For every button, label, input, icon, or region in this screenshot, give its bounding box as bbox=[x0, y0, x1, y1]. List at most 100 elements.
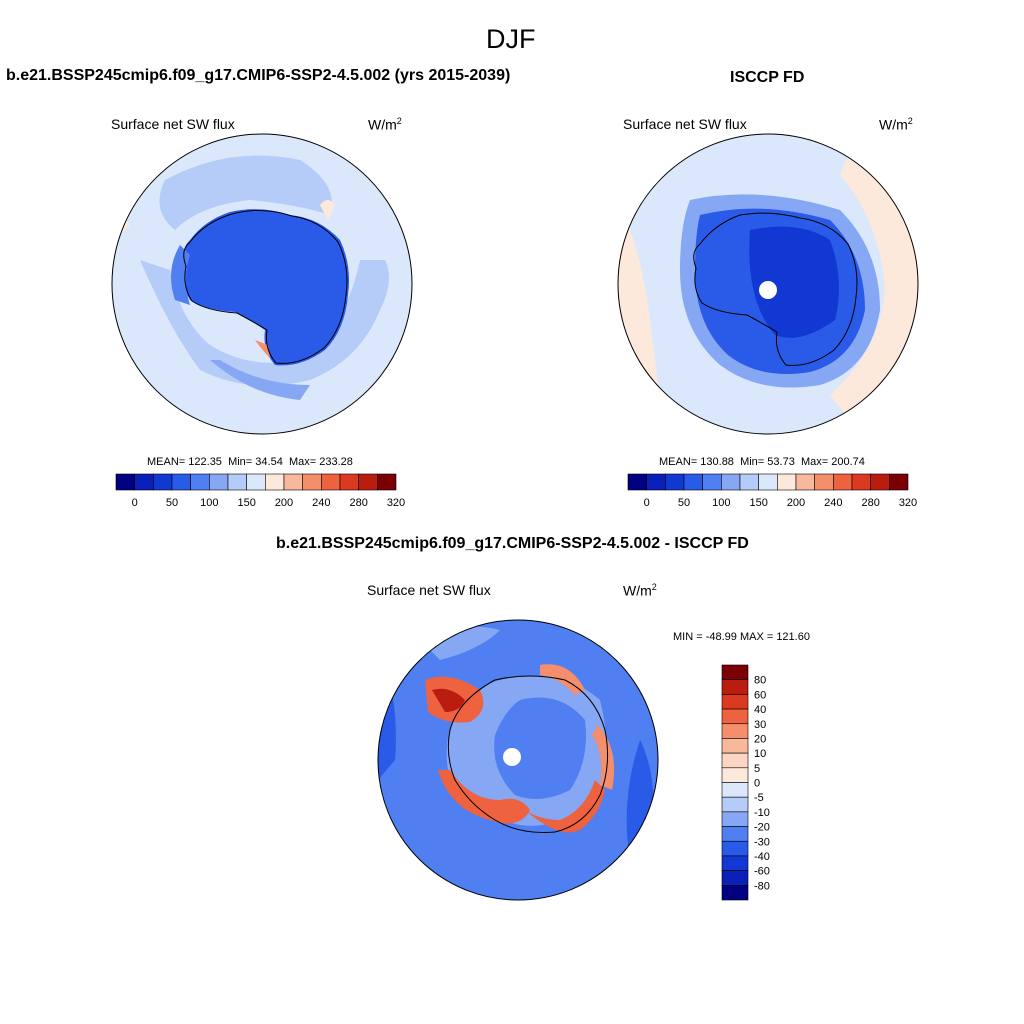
colorbar2-tick-label: 50 bbox=[678, 497, 690, 509]
panel2-mean-value: 130.88 bbox=[700, 456, 734, 468]
colorbar1-tick-label: 320 bbox=[387, 497, 405, 509]
colorbar2-swatch bbox=[646, 473, 666, 491]
colorbar2-tick-label: 240 bbox=[824, 497, 842, 509]
colorbar2-swatch bbox=[665, 473, 685, 491]
colorbar3-tick-label: -20 bbox=[754, 822, 770, 834]
colorbar3-tick-label: 40 bbox=[754, 704, 766, 716]
colorbar3-tick-label: 0 bbox=[754, 778, 760, 790]
colorbar1-swatch bbox=[358, 473, 378, 491]
colorbar1-tick-label: 50 bbox=[166, 497, 178, 509]
map2-boundary bbox=[617, 133, 919, 435]
colorbar1-swatch bbox=[115, 473, 135, 491]
colorbar3-tick-label: -80 bbox=[754, 880, 770, 892]
colorbar3-tick-label: 20 bbox=[754, 733, 766, 745]
colorbar1-swatch bbox=[153, 473, 173, 491]
colorbar2-swatch bbox=[833, 473, 853, 491]
panel2-min-label: Min= bbox=[740, 456, 765, 468]
colorbar-panel3: 80 60 40 30 20 10 5 0 -5 -10 -20 -30 -40 -60 -80 bbox=[721, 664, 770, 901]
panel2-max-label: Max= bbox=[800, 456, 829, 468]
panel1-max-label: Max= bbox=[288, 456, 317, 468]
colorbar3-swatch bbox=[721, 855, 749, 871]
colorbar3-swatch bbox=[721, 870, 749, 886]
panel1-max-value: 233.28 bbox=[319, 456, 353, 468]
colorbar3-tick-label: -60 bbox=[754, 866, 770, 878]
colorbar2-swatch bbox=[889, 473, 909, 491]
colorbar1-swatch bbox=[302, 473, 322, 491]
colorbar3-swatch bbox=[721, 811, 749, 827]
colorbar3-swatch bbox=[721, 885, 749, 901]
panel2-variable: Surface net SW flux bbox=[623, 116, 747, 132]
colorbar1-swatch bbox=[134, 473, 154, 491]
colorbar2-tick-label: 150 bbox=[749, 497, 767, 509]
panel2-units: W/m2 bbox=[879, 116, 913, 133]
map-panel2 bbox=[617, 133, 919, 435]
panel2-min-value: 53.73 bbox=[767, 456, 795, 468]
colorbar3-swatch bbox=[721, 694, 749, 710]
panel1-mean-value: 122.35 bbox=[188, 456, 222, 468]
page-title: DJF bbox=[486, 24, 536, 54]
colorbar1-swatch bbox=[339, 473, 359, 491]
colorbar1-swatch bbox=[171, 473, 191, 491]
panel1-mean-label: MEAN= bbox=[147, 456, 186, 468]
colorbar3-tick-label: 80 bbox=[754, 675, 766, 687]
colorbar3-swatch bbox=[721, 840, 749, 857]
colorbar2-tick-label: 280 bbox=[861, 497, 879, 509]
colorbar3-swatch bbox=[721, 664, 749, 680]
colorbar2-swatch bbox=[758, 473, 778, 491]
panel2-title: ISCCP FD bbox=[730, 69, 805, 86]
panel1-stats: MEAN= 122.35 Min= 34.54 Max= 233.28 bbox=[147, 456, 353, 468]
colorbar1-swatch bbox=[377, 473, 397, 491]
colorbar3-swatch bbox=[721, 796, 749, 813]
colorbar1-tick-label: 240 bbox=[312, 497, 330, 509]
panel1-units: W/m2 bbox=[368, 116, 402, 133]
panel2-max-value: 200.74 bbox=[831, 456, 865, 468]
colorbar3-swatch bbox=[721, 708, 749, 725]
map3-boundary bbox=[377, 619, 659, 901]
colorbar1-swatch bbox=[265, 473, 285, 491]
colorbar1-swatch bbox=[321, 473, 341, 491]
panel1-min-label: Min= bbox=[228, 456, 253, 468]
panel2-units-sup: 2 bbox=[907, 116, 913, 126]
colorbar2-swatch bbox=[721, 473, 741, 491]
colorbar1-swatch bbox=[227, 473, 247, 491]
panel2-mean-label: MEAN= bbox=[659, 456, 698, 468]
panel2-units-base: W/m bbox=[879, 116, 908, 133]
colorbar1-swatch bbox=[246, 473, 266, 491]
colorbar3-tick-label: 5 bbox=[754, 763, 760, 775]
colorbar2-swatch bbox=[739, 473, 759, 491]
colorbar3-swatch bbox=[721, 782, 749, 798]
colorbar2-swatch bbox=[683, 473, 703, 491]
colorbar2-tick-label: 200 bbox=[787, 497, 805, 509]
panel2-stats: MEAN= 130.88 Min= 53.73 Max= 200.74 bbox=[659, 456, 865, 468]
colorbar1-tick-label: 100 bbox=[200, 497, 218, 509]
map1-boundary bbox=[111, 133, 413, 435]
colorbar3-tick-label: 10 bbox=[754, 748, 766, 760]
colorbar3-tick-label: -10 bbox=[754, 807, 770, 819]
colorbar1-swatch bbox=[209, 473, 229, 491]
panel3-units-sup: 2 bbox=[651, 582, 657, 592]
panel1-units-base: W/m bbox=[368, 116, 397, 133]
colorbar1-tick-label: 280 bbox=[349, 497, 367, 509]
colorbar2-swatch bbox=[702, 473, 722, 491]
colorbar3-swatch bbox=[721, 738, 749, 754]
colorbar3-swatch bbox=[721, 723, 749, 739]
colorbar2-swatch bbox=[851, 473, 871, 491]
colorbar2-swatch bbox=[870, 473, 890, 491]
map-panel1 bbox=[111, 133, 413, 435]
colorbar3-swatch bbox=[721, 767, 749, 783]
colorbar2-swatch bbox=[627, 473, 647, 491]
panel1-title: b.e21.BSSP245cmip6.f09_g17.CMIP6-SSP2-4.… bbox=[6, 67, 511, 84]
panel3-units-base: W/m bbox=[623, 582, 652, 599]
colorbar2-swatch bbox=[795, 473, 815, 491]
panel3-units: W/m2 bbox=[623, 582, 657, 599]
colorbar3-swatch bbox=[721, 679, 749, 695]
colorbar3-tick-label: -5 bbox=[754, 792, 764, 804]
colorbar3-tick-label: -30 bbox=[754, 836, 770, 848]
colorbar1-tick-label: 150 bbox=[237, 497, 255, 509]
colorbar1-tick-label: 0 bbox=[132, 497, 138, 509]
colorbar2-tick-label: 0 bbox=[644, 497, 650, 509]
colorbar2-tick-label: 100 bbox=[712, 497, 730, 509]
colorbar1-swatch bbox=[190, 473, 210, 491]
colorbar3-swatch bbox=[721, 752, 749, 769]
